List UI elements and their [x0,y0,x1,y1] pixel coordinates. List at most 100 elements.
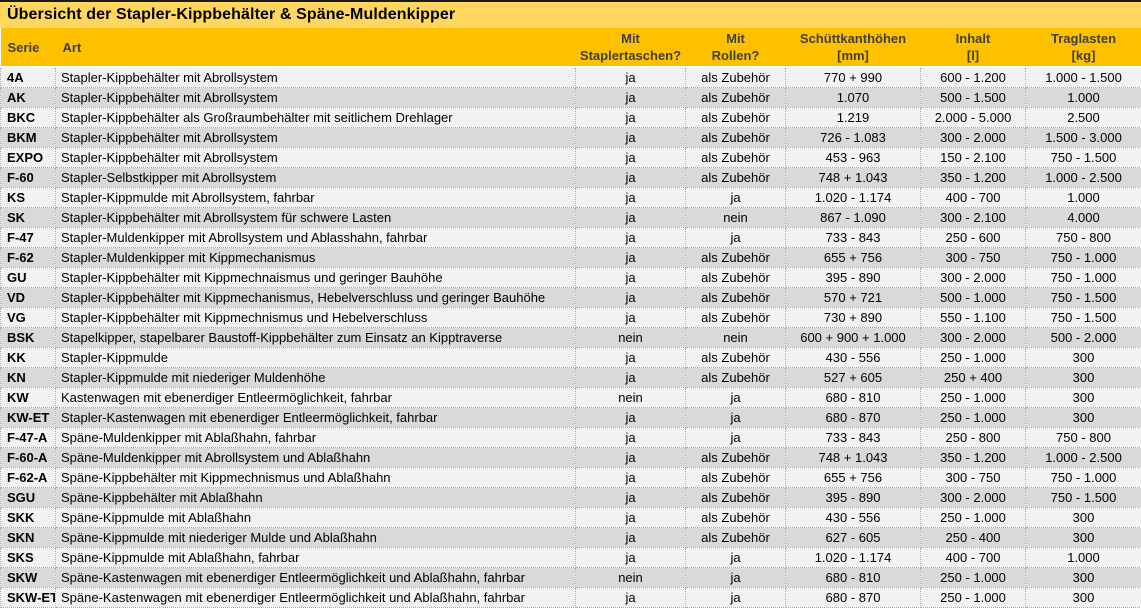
traglast-cell: 300 [1026,408,1141,428]
taschen-cell: ja [576,288,686,308]
traglast-cell: 750 - 800 [1026,428,1141,448]
art-cell: Stapler-Kastenwagen mit ebenerdiger Entl… [56,408,576,428]
art-cell: Späne-Kippmulde mit Ablaßhahn, fahrbar [56,548,576,568]
traglast-cell: 750 - 1.000 [1026,468,1141,488]
serie-cell: BSK [1,328,56,348]
traglast-cell: 4.000 [1026,208,1141,228]
hoehen-cell: 680 - 870 [786,408,921,428]
rollen-cell: nein [686,328,786,348]
traglast-cell: 300 [1026,588,1141,608]
inhalt-cell: 250 - 1.000 [921,588,1026,608]
traglast-cell: 750 - 1.000 [1026,268,1141,288]
rollen-cell: als Zubehör [686,248,786,268]
hoehen-cell: 570 + 721 [786,288,921,308]
taschen-cell: ja [576,67,686,88]
traglast-cell: 750 - 1.000 [1026,248,1141,268]
rollen-cell: ja [686,388,786,408]
inhalt-cell: 350 - 1.200 [921,448,1026,468]
hoehen-cell: 726 - 1.083 [786,128,921,148]
art-cell: Stapler-Kippbehälter mit Kippmechnaismus… [56,268,576,288]
traglast-cell: 1.000 - 2.500 [1026,448,1141,468]
rollen-cell: als Zubehör [686,368,786,388]
rollen-cell: als Zubehör [686,468,786,488]
hoehen-cell: 395 - 890 [786,268,921,288]
rollen-cell: als Zubehör [686,88,786,108]
traglast-cell: 750 - 1.500 [1026,488,1141,508]
art-cell: Stapler-Muldenkipper mit Abrollsystem un… [56,228,576,248]
inhalt-cell: 300 - 2.000 [921,268,1026,288]
hoehen-cell: 733 - 843 [786,228,921,248]
art-cell: Stapler-Kippmulde mit niederiger Muldenh… [56,368,576,388]
header-serie: Serie [1,28,56,67]
taschen-cell: ja [576,468,686,488]
rollen-cell: als Zubehör [686,448,786,468]
rollen-cell: als Zubehör [686,508,786,528]
inhalt-cell: 250 - 1.000 [921,568,1026,588]
taschen-cell: ja [576,588,686,608]
inhalt-cell: 250 - 1.000 [921,408,1026,428]
art-cell: Späne-Muldenkipper mit Ablaßhahn, fahrba… [56,428,576,448]
inhalt-cell: 600 - 1.200 [921,67,1026,88]
hoehen-cell: 770 + 990 [786,67,921,88]
hoehen-cell: 655 + 756 [786,468,921,488]
inhalt-cell: 250 - 1.000 [921,508,1026,528]
hoehen-cell: 730 + 890 [786,308,921,328]
art-cell: Stapler-Kippbehälter mit Abrollsystem [56,148,576,168]
hoehen-cell: 680 - 810 [786,388,921,408]
inhalt-cell: 500 - 1.000 [921,288,1026,308]
serie-cell: KW-ET [1,408,56,428]
taschen-cell: ja [576,188,686,208]
art-cell: Stapler-Kippbehälter mit Kippmechnismus … [56,308,576,328]
serie-cell: F-47-A [1,428,56,448]
traglast-cell: 1.000 [1026,548,1141,568]
serie-cell: VD [1,288,56,308]
header-staplertaschen: Mit Staplertaschen? [576,28,686,67]
taschen-cell: nein [576,388,686,408]
inhalt-cell: 150 - 2.100 [921,148,1026,168]
rollen-cell: als Zubehör [686,528,786,548]
inhalt-cell: 400 - 700 [921,548,1026,568]
serie-cell: EXPO [1,148,56,168]
art-cell: Späne-Kippbehälter mit Ablaßhahn [56,488,576,508]
rollen-cell: als Zubehör [686,488,786,508]
taschen-cell: ja [576,408,686,428]
art-cell: Späne-Kippmulde mit Ablaßhahn [56,508,576,528]
rollen-cell: als Zubehör [686,67,786,88]
serie-cell: SGU [1,488,56,508]
traglast-cell: 750 - 800 [1026,228,1141,248]
taschen-cell: ja [576,148,686,168]
rollen-cell: ja [686,548,786,568]
art-cell: Stapler-Kippmulde mit Abrollsystem, fahr… [56,188,576,208]
rollen-cell: als Zubehör [686,288,786,308]
serie-cell: F-62-A [1,468,56,488]
serie-cell: SKS [1,548,56,568]
serie-cell: SKK [1,508,56,528]
art-cell: Stapler-Selbstkipper mit Abrollsystem [56,168,576,188]
taschen-cell: ja [576,268,686,288]
inhalt-cell: 300 - 750 [921,468,1026,488]
hoehen-cell: 453 - 963 [786,148,921,168]
serie-cell: VG [1,308,56,328]
inhalt-cell: 550 - 1.100 [921,308,1026,328]
traglast-cell: 1.000 [1026,88,1141,108]
header-inhalt: Inhalt [l] [921,28,1026,67]
art-cell: Späne-Kippmulde mit niederiger Mulde und… [56,528,576,548]
traglast-cell: 750 - 1.500 [1026,148,1141,168]
rollen-cell: nein [686,208,786,228]
inhalt-cell: 300 - 2.100 [921,208,1026,228]
traglast-cell: 300 [1026,528,1141,548]
art-cell: Späne-Kastenwagen mit ebenerdiger Entlee… [56,588,576,608]
header-row: Serie Art Mit Staplertaschen? Mit Rollen… [1,28,1141,67]
